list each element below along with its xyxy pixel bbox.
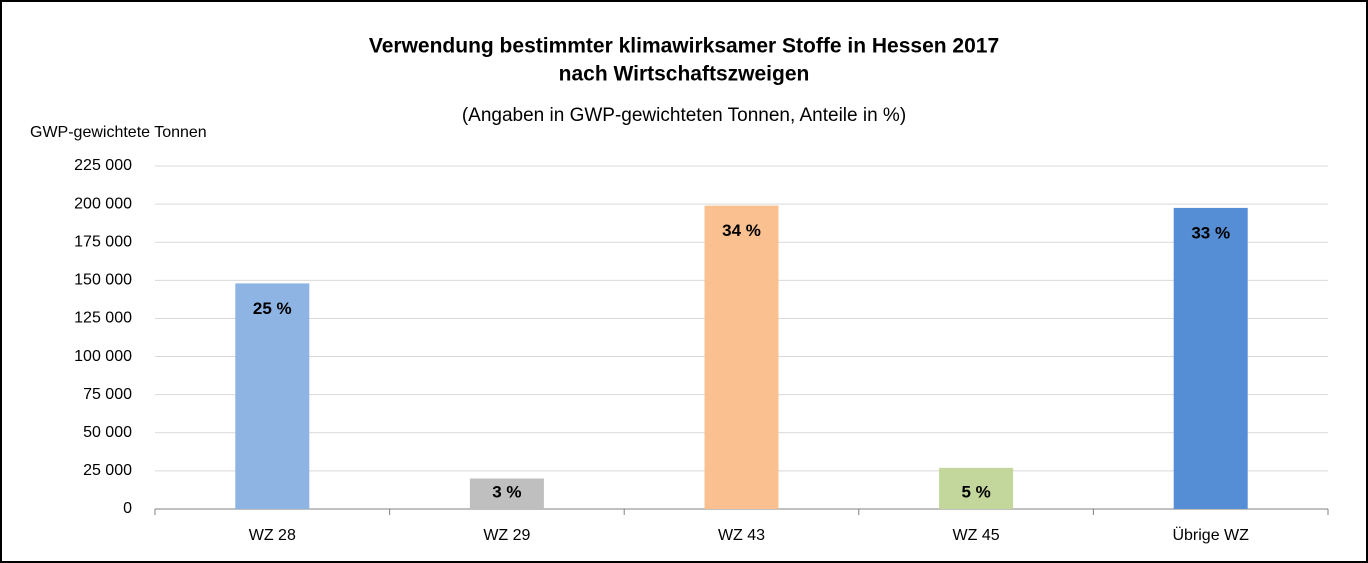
data-label: 3 % [492, 482, 521, 501]
y-tick-label: 0 [123, 500, 132, 517]
data-label: 33 % [1191, 223, 1230, 242]
y-tick-label: 100 000 [74, 348, 132, 365]
bar [469, 478, 544, 509]
x-tick-label: WZ 28 [249, 527, 296, 544]
data-label: 34 % [722, 221, 761, 240]
y-axis-label: GWP-gewichtete Tonnen [30, 124, 207, 141]
data-label: 5 % [961, 482, 990, 501]
y-tick-label: 175 000 [74, 233, 132, 250]
chart-title: Verwendung bestimmter klimawirksamer Sto… [369, 35, 999, 58]
bar [939, 467, 1014, 509]
chart-subtitle: (Angaben in GWP-gewichteten Tonnen, Ante… [462, 105, 906, 126]
bar [235, 283, 310, 509]
y-tick-label: 200 000 [74, 195, 132, 212]
y-tick-label: 125 000 [74, 310, 132, 327]
x-tick-label: WZ 29 [483, 527, 530, 544]
x-tick-label: WZ 43 [718, 527, 765, 544]
y-tick-label: 75 000 [83, 386, 132, 403]
y-tick-label: 150 000 [74, 272, 132, 289]
y-tick-label: 50 000 [83, 424, 132, 441]
y-tick-label: 225 000 [74, 157, 132, 174]
bar [704, 205, 779, 509]
x-tick-label: WZ 45 [953, 527, 1000, 544]
bar [1173, 207, 1248, 509]
chart-title-line2: nach Wirtschaftszweigen [559, 63, 810, 86]
x-tick-label: Übrige WZ [1172, 526, 1249, 544]
data-label: 25 % [253, 299, 292, 318]
y-tick-label: 25 000 [83, 462, 132, 479]
